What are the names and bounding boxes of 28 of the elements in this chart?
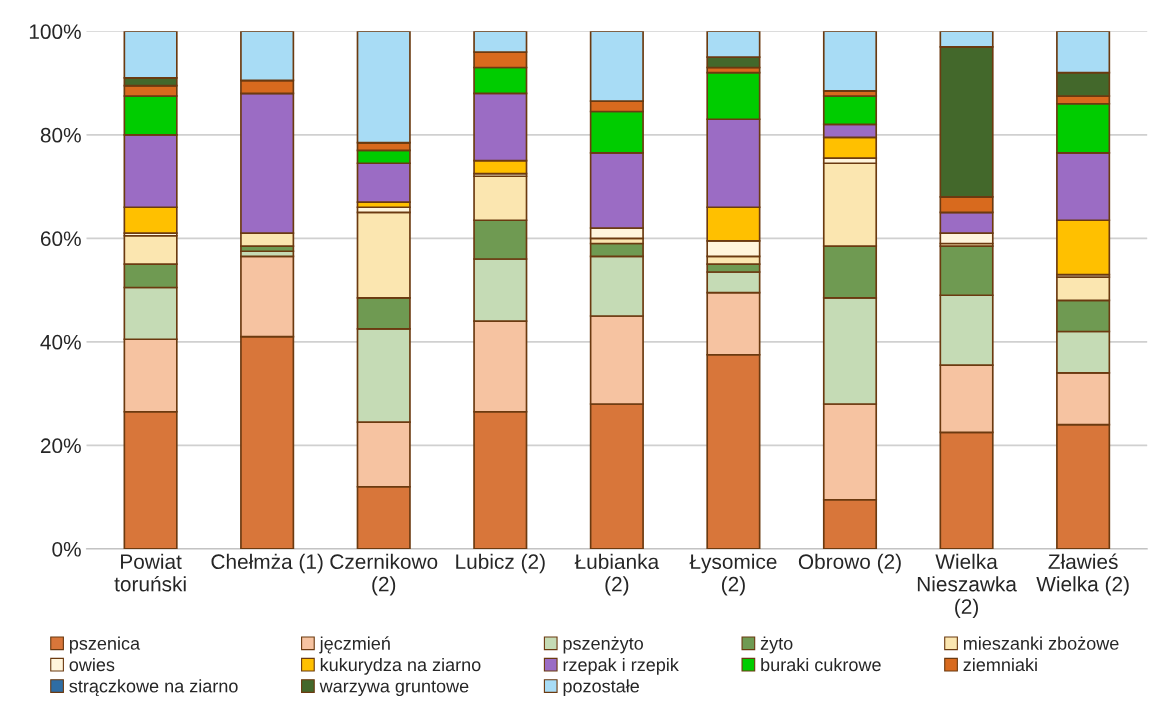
x-tick-label: Zławieś Wielka (2)	[1036, 553, 1129, 596]
legend-label: pozostałe	[563, 679, 639, 697]
legend-label: kukurydza na ziarno	[320, 657, 481, 675]
legend-label: rzepak i rzepik	[563, 657, 679, 675]
legend-label: ziemniaki	[963, 657, 1037, 672]
legend-label: owies	[69, 657, 115, 672]
y-tick-label: 40%	[40, 334, 81, 350]
legend-label: buraki cukrowe	[761, 657, 881, 672]
legend-label: żyto	[760, 636, 793, 654]
legend-label: warzywa gruntowe	[319, 680, 469, 697]
y-tick-label: 100%	[29, 24, 81, 40]
x-tick-label: Chełmża (1)	[211, 553, 323, 574]
x-tick-label: Lubicz (2)	[456, 553, 545, 574]
x-tick-label: Obrowo (2)	[798, 553, 901, 574]
x-tick-label: Łysomice (2)	[689, 553, 777, 596]
legend-label: pszenżyto	[563, 636, 643, 654]
y-tick-label: 20%	[40, 438, 81, 454]
legend-label: strączkowe na ziarno	[69, 679, 238, 697]
y-tick-label: 80%	[40, 127, 81, 143]
x-tick-label: Łubianka (2)	[574, 553, 660, 596]
x-tick-label: Wielka Nieszawka (2)	[917, 553, 1017, 619]
legend-label: jęczmień	[319, 636, 390, 654]
legend-label: pszenica	[69, 636, 141, 654]
y-tick-label: 60%	[40, 231, 81, 247]
y-tick-label: 0%	[52, 541, 81, 557]
x-tick-label: Powiat toruński	[114, 553, 186, 592]
x-tick-label: Czernikowo (2)	[330, 553, 438, 596]
legend-label: mieszanki zbożowe	[963, 636, 1119, 650]
